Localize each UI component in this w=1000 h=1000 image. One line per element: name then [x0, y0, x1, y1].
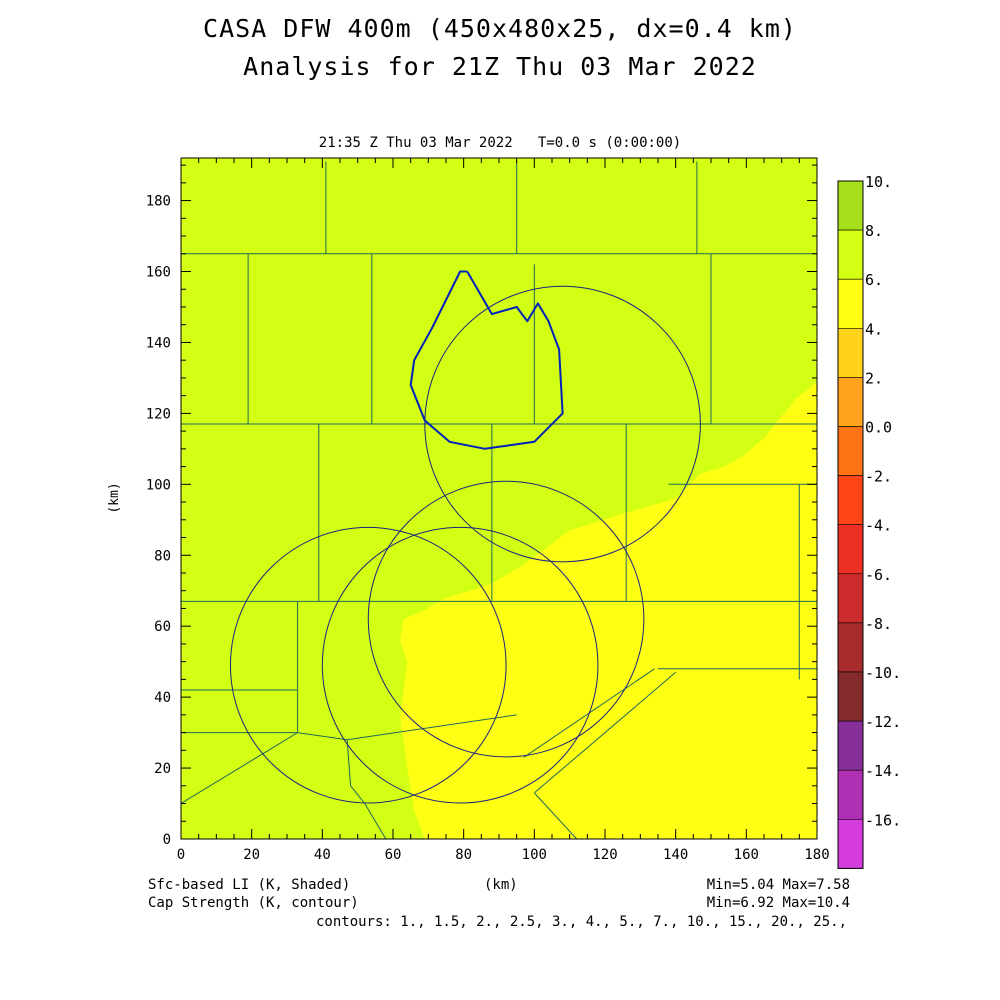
y-tick-label: 100: [146, 477, 171, 493]
radar-range-ring-2: [367, 480, 645, 758]
y-tick-label: 20: [154, 761, 171, 777]
colorbar-label: 4.: [865, 320, 883, 338]
colorbar-label: -4.: [865, 517, 892, 535]
colorbar-swatch: [837, 622, 864, 673]
contour-min-max: Min=6.92 Max=10.4: [706, 895, 850, 911]
colorbar-swatch: [837, 769, 864, 820]
y-tick-label: 120: [146, 406, 171, 422]
x-tick-label: 40: [314, 847, 331, 863]
figure-title-line-1: CASA DFW 400m (450x480x25, dx=0.4 km): [203, 14, 797, 43]
county-boundary-19: [181, 714, 517, 804]
figure-subtitle: 21:35 Z Thu 03 Mar 2022 T=0.0 s (0:00:00…: [318, 135, 682, 151]
county-boundary-22: [533, 671, 677, 794]
x-tick-label: 180: [804, 847, 829, 863]
colorbar-label: -14.: [865, 762, 901, 780]
colorbar-swatch: [837, 229, 864, 280]
colorbar-label: -10.: [865, 664, 901, 682]
contour-levels-list: contours: 1., 1.5, 2., 2.5, 3., 4., 5., …: [315, 914, 847, 930]
colorbar-swatch: [837, 671, 864, 722]
colorbar-label: -8.: [865, 615, 892, 633]
axes-layer: 0 20 40 60 80 100 120 140 160 180 0 20 40 60 80 100 120 1…: [107, 158, 830, 863]
colorbar-label: -2.: [865, 468, 892, 486]
colorbar-label: 0.0: [865, 419, 892, 437]
colorbar-swatch: [837, 475, 864, 526]
colorbar-swatch: [837, 818, 864, 869]
y-axis-label: (km): [107, 482, 122, 513]
y-tick-label: 60: [154, 619, 171, 635]
colorbar-swatch: [837, 573, 864, 624]
colorbar-border: [837, 180, 864, 869]
cap-strength-contour-line: [409, 270, 564, 450]
county-boundary-23: [533, 792, 578, 839]
colorbar-swatch: [837, 278, 864, 329]
shaded-field-label: Sfc-based LI (K, Shaded): [148, 877, 351, 893]
x-tick-label: 20: [243, 847, 260, 863]
colorbar-swatch: [837, 720, 864, 771]
x-tick-label: 140: [663, 847, 688, 863]
x-tick-label: 0: [177, 847, 185, 863]
x-tick-label: 60: [385, 847, 402, 863]
cap-strength-contour-layer: [409, 270, 564, 450]
radar-range-ring-0: [321, 526, 599, 804]
colorbar-swatch: [837, 426, 864, 476]
x-tick-label: 100: [522, 847, 547, 863]
radar-range-rings-layer: [229, 285, 701, 804]
y-tick-label: 160: [146, 265, 171, 281]
county-boundary-20: [346, 739, 387, 839]
x-axis-unit-label: (km): [484, 877, 518, 893]
colorbar-label: 6.: [865, 271, 883, 289]
shaded-region-4-to-6: [400, 381, 817, 839]
colorbar-swatch: [837, 180, 864, 231]
y-tick-label: 180: [146, 194, 171, 210]
colorbar-label: -6.: [865, 566, 892, 584]
colorbar-label: 2.: [865, 369, 883, 387]
colorbar-swatch: [837, 377, 864, 427]
colorbar-swatch: [837, 524, 864, 575]
colorbar-swatch: [837, 327, 864, 378]
colorbar-label: 8.: [865, 222, 883, 240]
colorbar: 10. 8. 6. 4. 2. 0.0 -2. -4. -6. -8. -10. -12. -14. -1…: [837, 173, 901, 869]
x-tick-label: 160: [734, 847, 759, 863]
colorbar-label: 10.: [865, 173, 892, 191]
county-boundaries-layer: [181, 161, 817, 839]
shaded-min-max: Min=5.04 Max=7.58: [706, 877, 850, 893]
contour-field-label: Cap Strength (K, contour): [148, 895, 359, 911]
x-tick-label: 120: [592, 847, 617, 863]
y-tick-label: 0: [163, 832, 171, 848]
radar-range-ring-1: [424, 285, 701, 563]
y-tick-label: 140: [146, 335, 171, 351]
colorbar-label: -12.: [865, 713, 901, 731]
y-tick-label: 80: [154, 548, 171, 564]
y-tick-label: 40: [154, 690, 171, 706]
figure-title-line-2: Analysis for 21Z Thu 03 Mar 2022: [243, 52, 757, 81]
radar-range-ring-3: [229, 526, 507, 804]
shaded-field-layer: [181, 158, 817, 839]
x-tick-label: 80: [455, 847, 472, 863]
colorbar-label: -16.: [865, 811, 901, 829]
